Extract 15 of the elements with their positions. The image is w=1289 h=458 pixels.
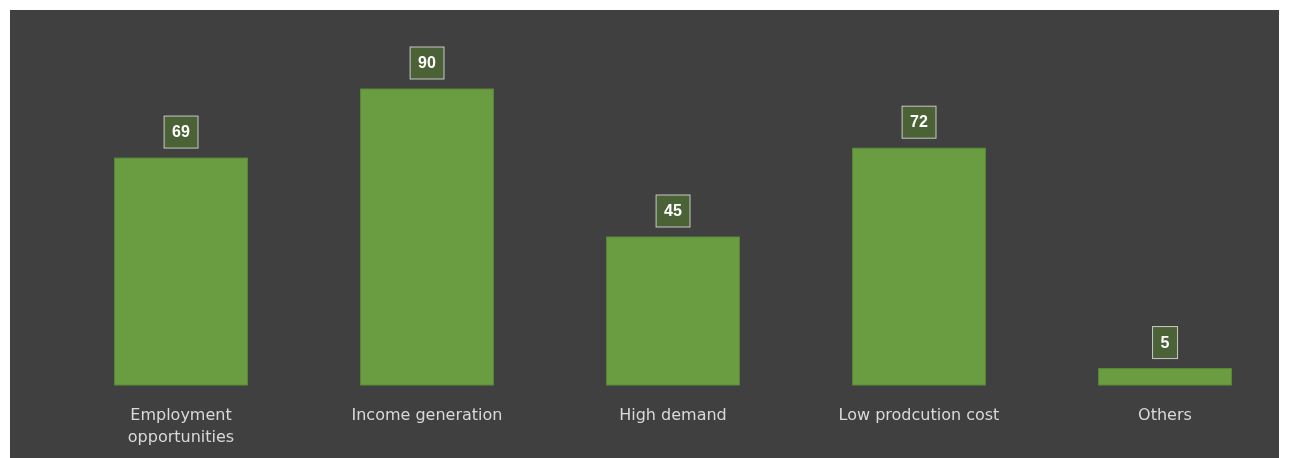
data-label: 5 (1160, 333, 1170, 351)
data-label: 72 (910, 113, 928, 131)
x-tick-label: Low prodcution cost (838, 405, 1000, 424)
bar (1098, 368, 1232, 386)
bar (852, 147, 986, 386)
data-label: 69 (172, 123, 190, 141)
bar (114, 157, 248, 386)
x-tick-label: Employment opportunities (127, 405, 235, 446)
bar (606, 236, 740, 386)
x-tick-label: High demand (619, 405, 727, 424)
data-label: 90 (418, 54, 436, 71)
x-tick-label: Income generation (351, 405, 503, 424)
data-label: 45 (664, 202, 682, 219)
x-tick-label: Others (1138, 405, 1192, 424)
bar (360, 88, 494, 386)
